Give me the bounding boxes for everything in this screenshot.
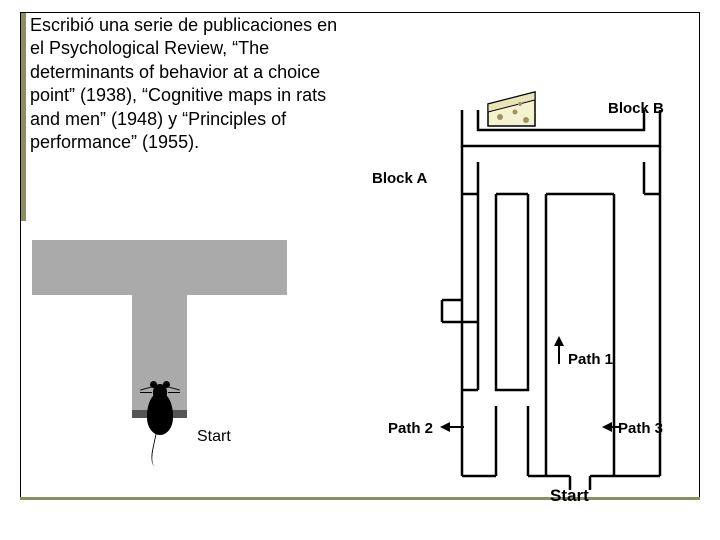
accent-bar-left: [21, 13, 26, 221]
tmaze-top-arm: [32, 240, 287, 295]
tmaze-start-label: Start: [197, 428, 231, 446]
arrow-stem-icon: [450, 426, 464, 428]
arrow-left-icon: [602, 422, 612, 432]
accent-bar-bottom: [20, 497, 700, 500]
right-maze-start-label: Start: [550, 486, 589, 506]
path1-label: Path 1: [568, 351, 613, 368]
arrow-left-icon: [440, 422, 450, 432]
block-a-label: Block A: [372, 170, 427, 187]
cheese-icon: [488, 92, 535, 126]
arrow-stem-icon: [558, 346, 560, 364]
path2-label: Path 2: [388, 420, 433, 437]
tmaze-figure: Start: [32, 228, 287, 463]
arrow-stem-icon: [612, 426, 620, 428]
arrow-up-icon: [554, 336, 564, 346]
rat-tail-icon: [149, 431, 168, 468]
whisker-icon: [168, 392, 180, 393]
block-b-label: Block B: [608, 100, 664, 117]
path3-label: Path 3: [618, 420, 663, 437]
three-path-maze: Block A Block B Path 1 Path 2 Path 3 Sta…: [370, 90, 690, 495]
whisker-icon: [140, 392, 152, 393]
body-paragraph: Escribió una serie de publicaciones en e…: [30, 14, 350, 154]
